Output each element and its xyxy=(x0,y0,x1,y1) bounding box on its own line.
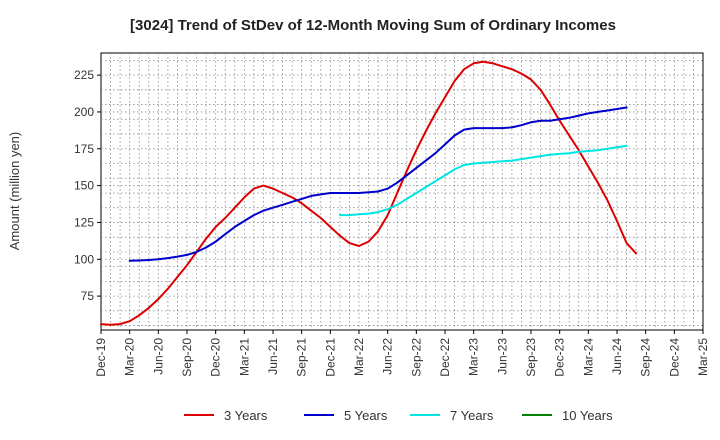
y-axis-title: Amount (million yen) xyxy=(7,132,22,251)
x-tick-label: Jun-24 xyxy=(610,338,624,375)
y-tick-label: 100 xyxy=(74,252,94,266)
y-tick-label: 150 xyxy=(74,179,94,193)
series-lines xyxy=(100,60,638,326)
x-tick-label: Dec-22 xyxy=(438,338,452,377)
y-axis-ticks: 75 100 125 150 175 200 225 xyxy=(74,68,101,303)
x-tick-label: Mar-24 xyxy=(581,338,595,376)
x-tick-label: Mar-25 xyxy=(696,338,710,376)
chart-title: [3024] Trend of StDev of 12-Month Moving… xyxy=(130,17,616,34)
legend-label: 10 Years xyxy=(562,408,613,423)
x-tick-label: Jun-21 xyxy=(266,338,280,375)
gridlines xyxy=(101,53,703,330)
x-tick-label: Sep-20 xyxy=(180,338,194,377)
y-tick-label: 75 xyxy=(81,289,95,303)
series-line-5-years xyxy=(128,106,628,262)
legend-label: 7 Years xyxy=(450,408,494,423)
x-tick-label: Mar-22 xyxy=(352,338,366,376)
x-tick-label: Sep-24 xyxy=(639,338,653,377)
x-tick-label: Mar-20 xyxy=(123,338,137,376)
x-tick-label: Dec-19 xyxy=(94,338,108,377)
plot-frame xyxy=(100,52,704,331)
x-tick-label: Sep-23 xyxy=(524,338,538,377)
x-tick-label: Dec-21 xyxy=(323,338,337,377)
x-axis-ticks: Dec-19 Mar-20 Jun-20 Sep-20 Dec-20 Mar-21 Jun-… xyxy=(94,330,710,377)
x-tick-label: Dec-24 xyxy=(667,338,681,377)
x-tick-label: Mar-23 xyxy=(467,338,481,376)
x-tick-label: Jun-20 xyxy=(151,338,165,375)
legend-label: 5 Years xyxy=(344,408,388,423)
series-line-3-years xyxy=(100,60,638,326)
x-tick-label: Jun-23 xyxy=(495,338,509,375)
x-tick-label: Sep-21 xyxy=(295,338,309,377)
y-tick-label: 125 xyxy=(74,215,94,229)
legend-label: 3 Years xyxy=(224,408,268,423)
y-tick-label: 225 xyxy=(74,68,94,82)
series-line-7-years xyxy=(338,144,628,217)
x-tick-label: Sep-22 xyxy=(409,338,423,377)
x-tick-label: Dec-23 xyxy=(553,338,567,377)
x-tick-label: Jun-22 xyxy=(381,338,395,375)
y-tick-label: 175 xyxy=(74,142,94,156)
y-tick-label: 200 xyxy=(74,105,94,119)
legend: 3 Years 5 Years 7 Years 10 Years xyxy=(184,408,613,423)
x-tick-label: Mar-21 xyxy=(237,338,251,376)
x-tick-label: Dec-20 xyxy=(209,338,223,377)
